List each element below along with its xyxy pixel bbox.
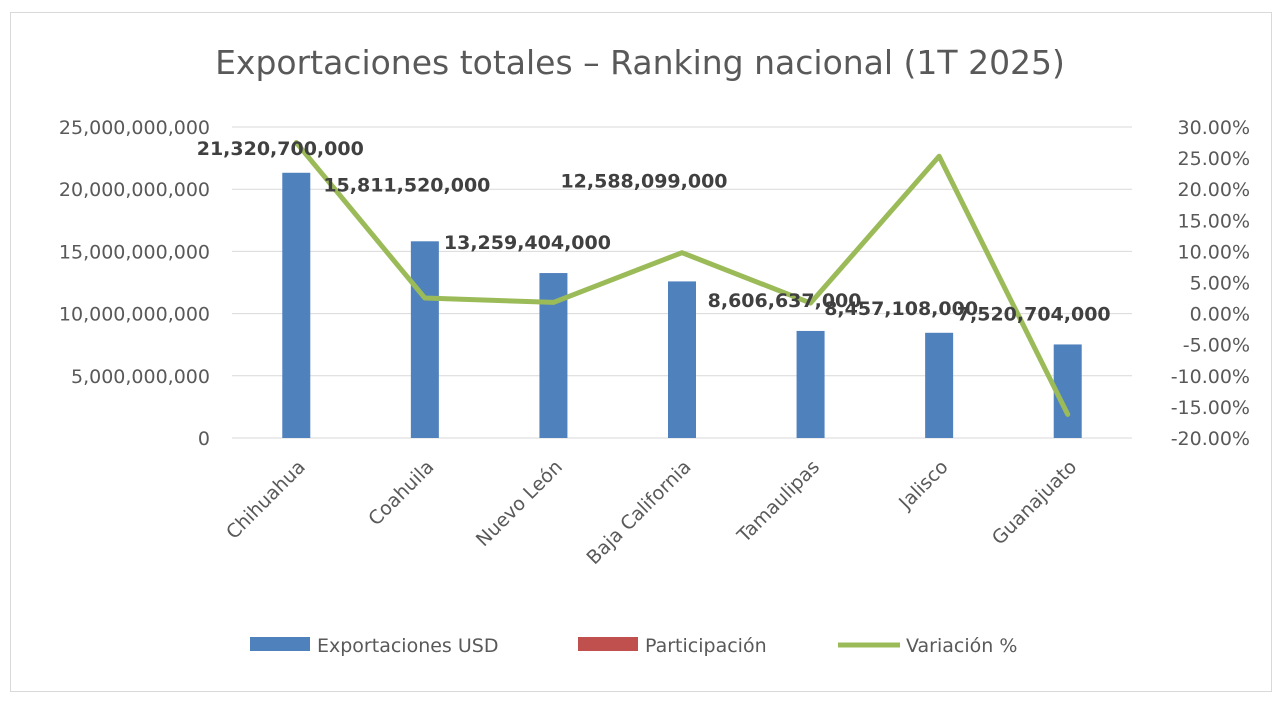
data-label: 15,811,520,000: [323, 174, 490, 196]
point-variacion: [938, 155, 940, 157]
category-label: Baja California: [582, 456, 695, 569]
bar-exportaciones: [796, 330, 825, 438]
y-right-tick-label: 0.00%: [1190, 304, 1250, 326]
y-left-tick-label: 25,000,000,000: [59, 117, 210, 139]
category-label: Guanajuato: [988, 456, 1081, 549]
y-right-tick-label: -20.00%: [1171, 428, 1250, 450]
point-variacion: [810, 302, 812, 304]
y-left-tick-label: 0: [198, 428, 210, 450]
legend-label-variacion: Variación %: [906, 635, 1017, 657]
bar-exportaciones: [282, 172, 311, 438]
chart-title: Exportaciones totales – Ranking nacional…: [215, 43, 1065, 82]
y-left-tick-label: 15,000,000,000: [59, 241, 210, 263]
point-variacion: [552, 301, 554, 303]
point-variacion: [295, 142, 297, 144]
category-label: Jalisco: [894, 456, 953, 515]
y-right-tick-label: 15.00%: [1178, 210, 1250, 232]
bar-exportaciones: [668, 281, 696, 438]
category-label: Nuevo León: [472, 456, 567, 551]
y-right-tick-label: 5.00%: [1190, 273, 1250, 295]
legend-label-participacion: Participación: [645, 635, 767, 657]
y-right-tick-label: -5.00%: [1183, 335, 1250, 357]
legend-swatch-exportaciones: [250, 637, 310, 651]
data-label: 13,259,404,000: [444, 232, 611, 254]
data-label: 8,457,108,000: [824, 298, 978, 320]
y-left-tick-label: 20,000,000,000: [59, 179, 210, 201]
y-right-tick-label: -15.00%: [1171, 397, 1250, 419]
y-right-tick-label: 10.00%: [1178, 241, 1250, 263]
point-variacion: [1067, 413, 1069, 415]
data-label: 21,320,700,000: [197, 138, 364, 160]
bar-exportaciones: [925, 332, 954, 438]
chart-frame: [10, 12, 1272, 692]
data-label: 12,588,099,000: [560, 170, 727, 192]
y-left-tick-label: 10,000,000,000: [59, 304, 210, 326]
data-label: 7,520,704,000: [957, 303, 1111, 325]
legend-label-exportaciones: Exportaciones USD: [317, 635, 498, 657]
y-left-tick-label: 5,000,000,000: [71, 366, 210, 388]
y-right-tick-label: 25.00%: [1178, 148, 1250, 170]
legend-swatch-participacion: [578, 637, 638, 651]
category-label: Chihuahua: [222, 456, 310, 544]
bar-exportaciones: [410, 241, 439, 438]
y-right-tick-label: 30.00%: [1178, 117, 1250, 139]
category-label: Coahuila: [364, 456, 438, 530]
point-variacion: [424, 297, 426, 299]
point-variacion: [681, 252, 683, 254]
category-label: Tamaulipas: [733, 456, 825, 548]
y-right-tick-label: -10.00%: [1171, 366, 1250, 388]
data-label: 8,606,637,000: [708, 290, 862, 312]
y-right-tick-label: 20.00%: [1178, 179, 1250, 201]
